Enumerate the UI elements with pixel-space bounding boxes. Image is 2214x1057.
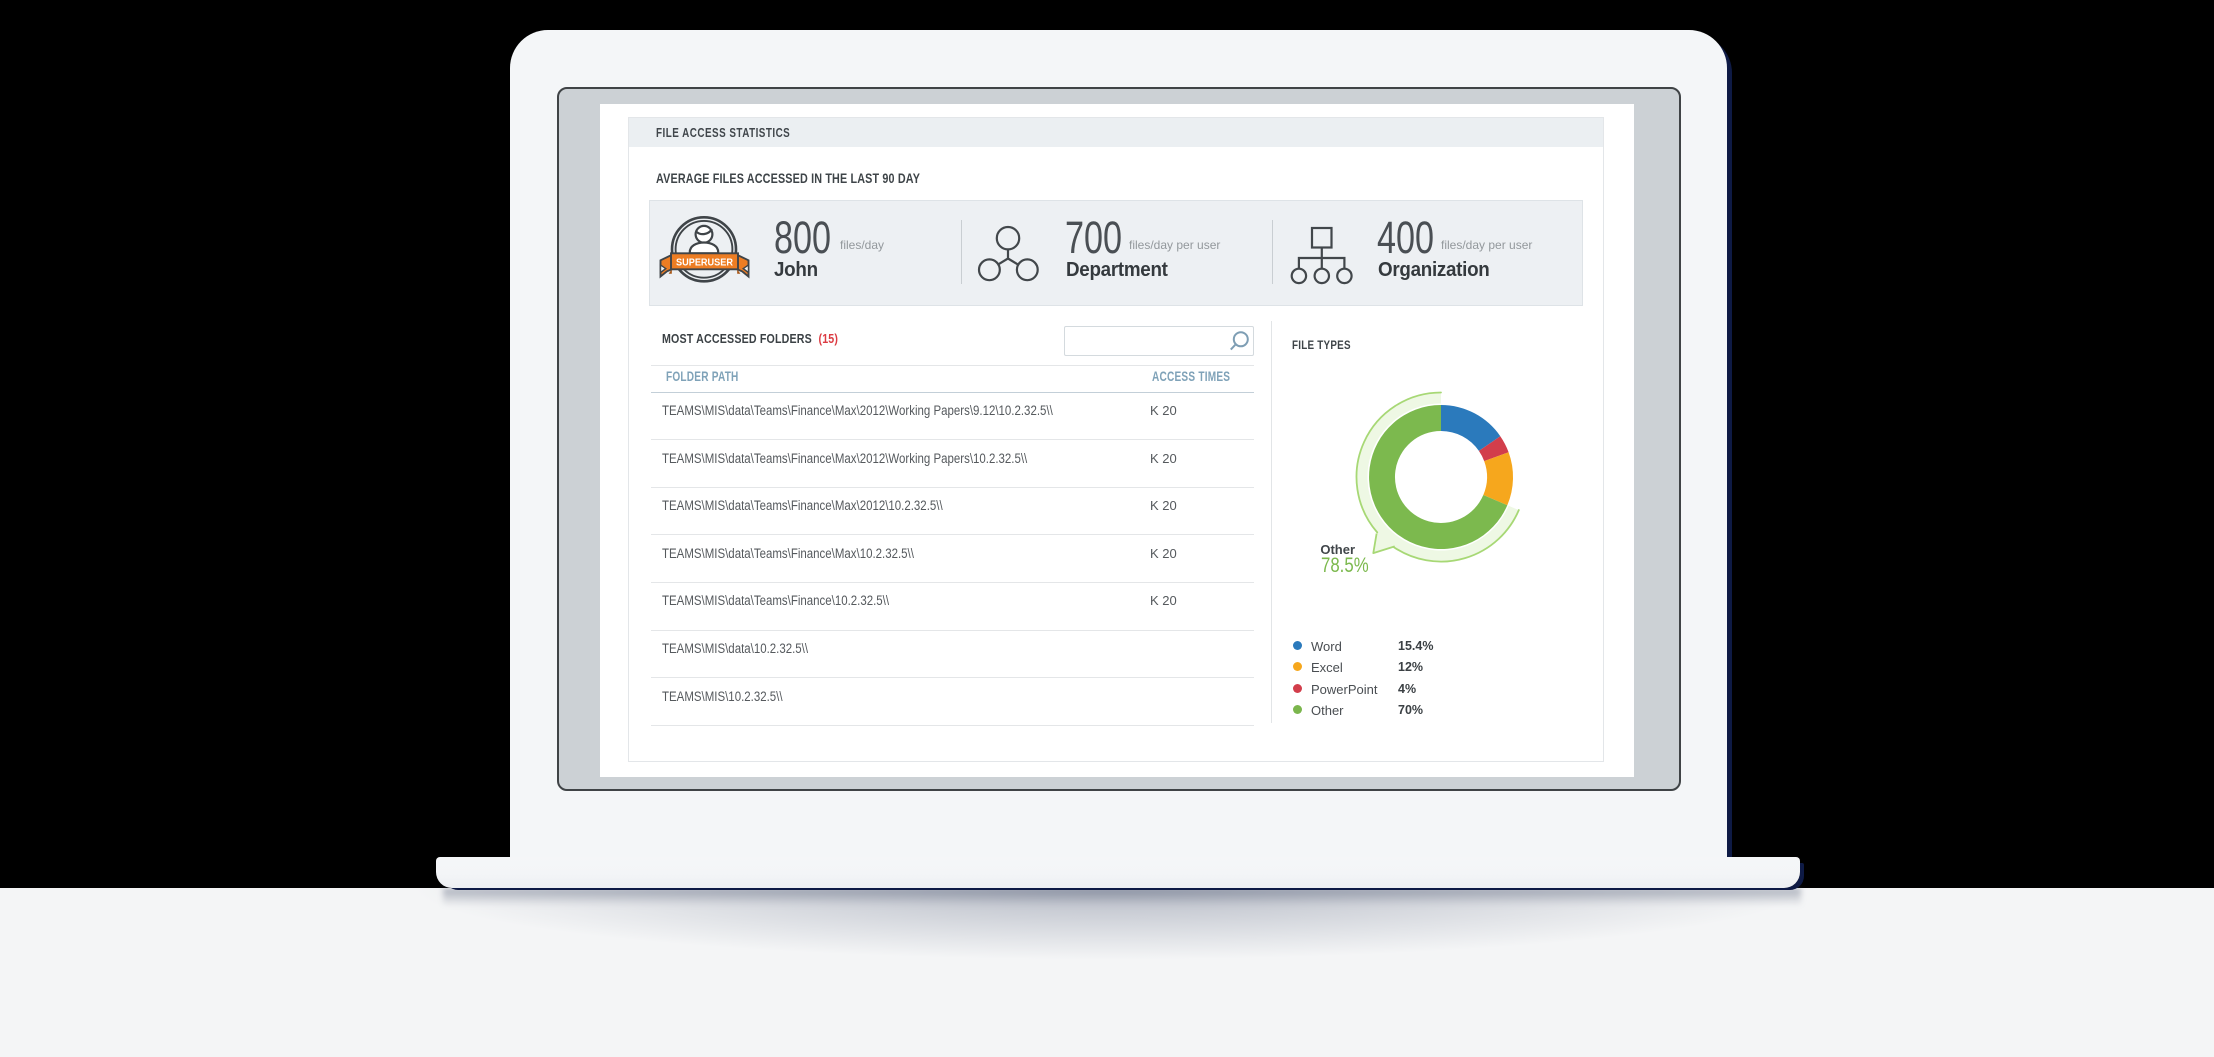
svg-text:SUPERUSER: SUPERUSER: [676, 257, 734, 268]
